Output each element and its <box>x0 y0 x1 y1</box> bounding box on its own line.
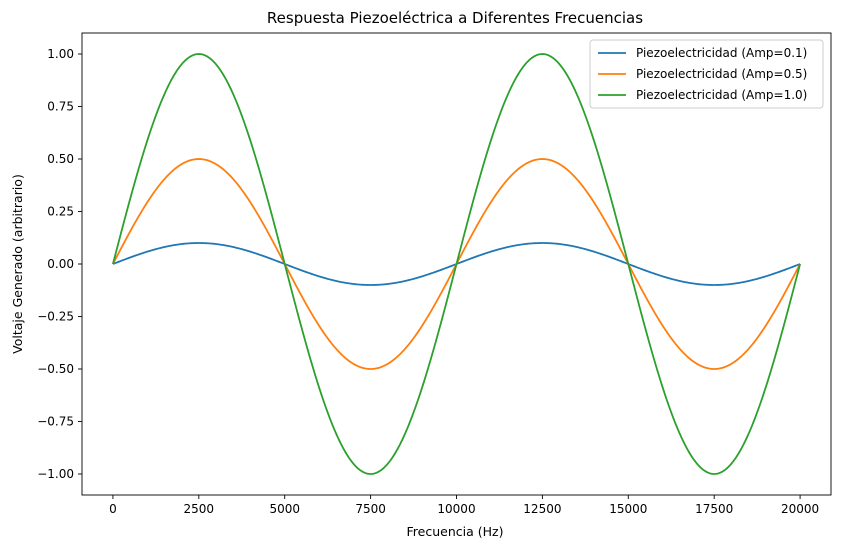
x-tick-label: 2500 <box>184 502 215 516</box>
y-tick-label: −1.00 <box>37 467 74 481</box>
legend-entry-1: Piezoelectricidad (Amp=0.1) <box>636 46 807 60</box>
y-tick-label: −0.50 <box>37 362 74 376</box>
x-tick-label: 15000 <box>609 502 647 516</box>
plot-area: 0 2500 5000 7500 10000 12500 15000 17500 20000 −1… <box>37 32 832 516</box>
y-tick-label: 0.50 <box>47 152 74 166</box>
legend-entry-2: Piezoelectricidad (Amp=0.5) <box>636 67 807 81</box>
x-tick-label: 20000 <box>781 502 819 516</box>
chart-title: Respuesta Piezoeléctrica a Diferentes Fr… <box>267 9 643 27</box>
y-tick-label: −0.75 <box>37 415 74 429</box>
y-tick-label: −0.25 <box>37 310 74 324</box>
y-tick-label: 1.00 <box>47 47 74 61</box>
y-tick-label: 0.75 <box>47 100 74 114</box>
x-tick-label: 12500 <box>523 502 561 516</box>
legend-box <box>589 39 824 109</box>
legend: Piezoelectricidad (Amp=0.1) Piezoelectric… <box>589 39 824 109</box>
x-axis-label: Frecuencia (Hz) <box>407 524 504 539</box>
y-tick-label: 0.00 <box>47 257 74 271</box>
x-tick-label: 17500 <box>695 502 733 516</box>
legend-entry-3: Piezoelectricidad (Amp=1.0) <box>636 88 807 102</box>
y-axis-label: Voltaje Generado (arbitrario) <box>10 174 25 354</box>
x-tick-label: 7500 <box>355 502 386 516</box>
x-tick-label: 5000 <box>269 502 300 516</box>
x-tick-label: 10000 <box>437 502 475 516</box>
y-tick-label: 0.25 <box>47 205 74 219</box>
x-tick-label: 0 <box>109 502 117 516</box>
series-line-3 <box>112 53 801 475</box>
